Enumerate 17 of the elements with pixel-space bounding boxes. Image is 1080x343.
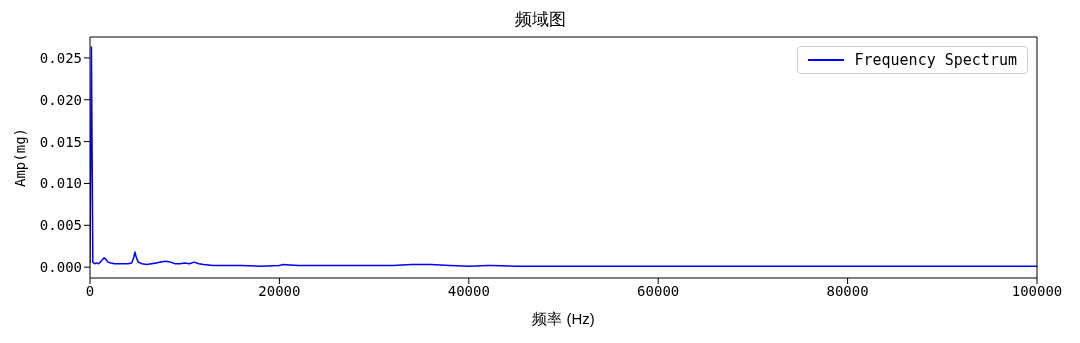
y-tick-label: 0.025	[39, 49, 82, 66]
legend-label: Frequency Spectrum	[854, 51, 1017, 69]
x-tick-label: 80000	[826, 282, 869, 299]
y-tick-label: 0.015	[39, 133, 82, 150]
y-tick-label: 0.000	[39, 259, 82, 276]
x-tick-label: 40000	[447, 282, 490, 299]
x-tick-label: 60000	[637, 282, 680, 299]
chart-title: 频域图	[513, 9, 567, 31]
x-tick-label: 100000	[1011, 282, 1063, 299]
y-tick-label: 0.010	[39, 175, 82, 192]
line-series	[90, 46, 1037, 268]
y-tick-label: 0.005	[39, 217, 82, 234]
x-axis-title: 频率 (Hz)	[532, 310, 595, 327]
x-tick-label: 20000	[258, 282, 301, 299]
x-tick-label: 0	[85, 282, 95, 299]
y-tick-label: 0.020	[39, 91, 82, 108]
y-axis-title: Amp(mg)	[11, 127, 28, 188]
